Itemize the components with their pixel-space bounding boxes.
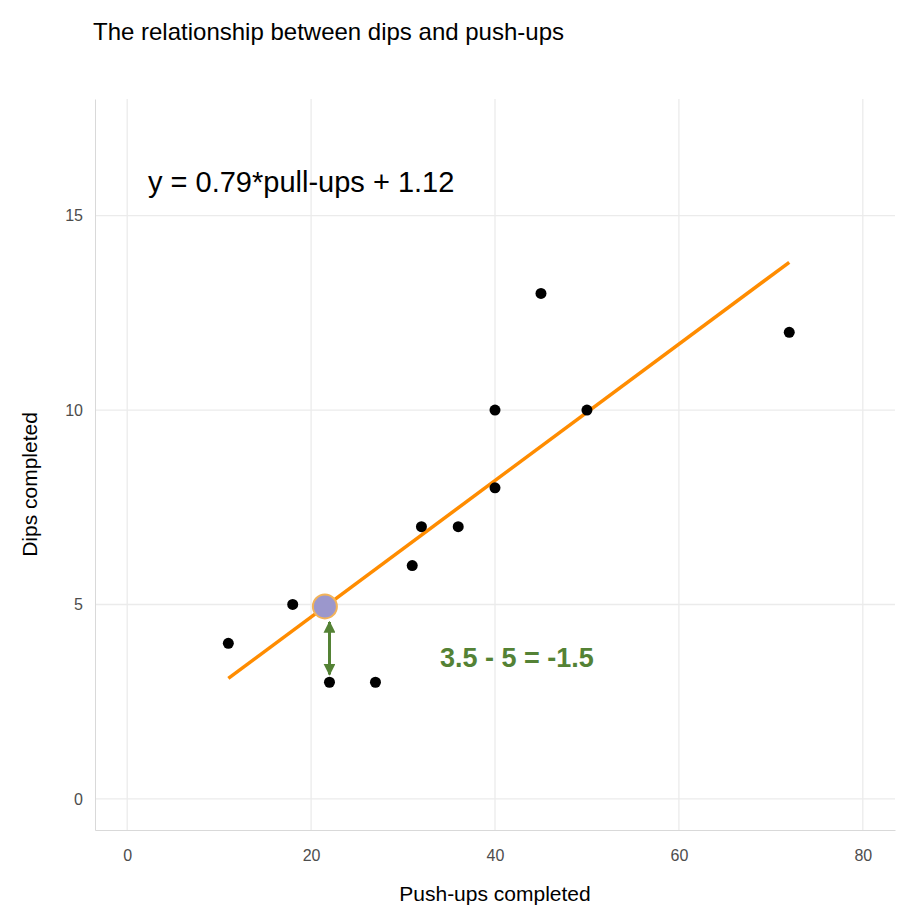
- tick-label: 5: [74, 596, 83, 613]
- tick-label: 40: [487, 847, 505, 864]
- residual-label: 3.5 - 5 = -1.5: [440, 643, 594, 673]
- y-axis-title: Dips completed: [18, 412, 41, 557]
- axis-line: [95, 100, 96, 831]
- tick-label: 20: [303, 847, 321, 864]
- x-grid-line: [862, 99, 863, 830]
- y-grid-line: [95, 604, 895, 605]
- point: [416, 521, 427, 532]
- tick-label: 0: [123, 847, 132, 864]
- tick-label: 0: [74, 791, 83, 808]
- point: [490, 482, 501, 493]
- point: [223, 638, 234, 649]
- x-grid-line: [494, 99, 495, 830]
- tick: 60: [671, 830, 689, 864]
- chart-container: 0 20 40 60 80 0 5 10 15 The relationship between …: [0, 0, 914, 924]
- tick: 0: [74, 791, 95, 808]
- point: [535, 288, 546, 299]
- x-grid-line: [678, 99, 679, 830]
- y-grid-line: [95, 215, 895, 216]
- tick: 80: [854, 830, 872, 864]
- point: [370, 677, 381, 688]
- tick: 15: [65, 207, 95, 224]
- tick-label: 15: [65, 207, 83, 224]
- x-grid-line: [310, 99, 311, 830]
- marks: [223, 262, 795, 687]
- chart-svg: 0 20 40 60 80 0 5 10 15 The relationship between …: [0, 0, 914, 924]
- point: [324, 677, 335, 688]
- residual-arrow: [328, 622, 331, 674]
- title: The relationship between dips and push-u…: [93, 18, 564, 45]
- point: [407, 560, 418, 571]
- x-axis-title: Push-ups completed: [399, 882, 590, 905]
- x-axis: 0 20 40 60 80: [96, 830, 896, 864]
- tick: 0: [123, 830, 132, 864]
- y-axis: 0 5 10 15: [65, 100, 95, 831]
- tick: 10: [65, 402, 95, 419]
- tick: 40: [487, 830, 505, 864]
- axis-line: [96, 830, 896, 831]
- grid: [95, 99, 895, 830]
- tick: 5: [74, 596, 95, 613]
- point: [784, 327, 795, 338]
- tick-label: 10: [65, 402, 83, 419]
- point: [490, 405, 501, 416]
- tick: 20: [303, 830, 321, 864]
- point: [453, 521, 464, 532]
- point: [287, 599, 298, 610]
- point: [581, 405, 592, 416]
- regression-line: [228, 262, 789, 678]
- x-grid-line: [127, 99, 128, 830]
- tick-label: 60: [671, 847, 689, 864]
- tick-label: 80: [854, 847, 872, 864]
- equation-label: y = 0.79*pull-ups + 1.12: [148, 166, 454, 198]
- highlight-point: [313, 594, 337, 618]
- y-grid-line: [95, 798, 895, 799]
